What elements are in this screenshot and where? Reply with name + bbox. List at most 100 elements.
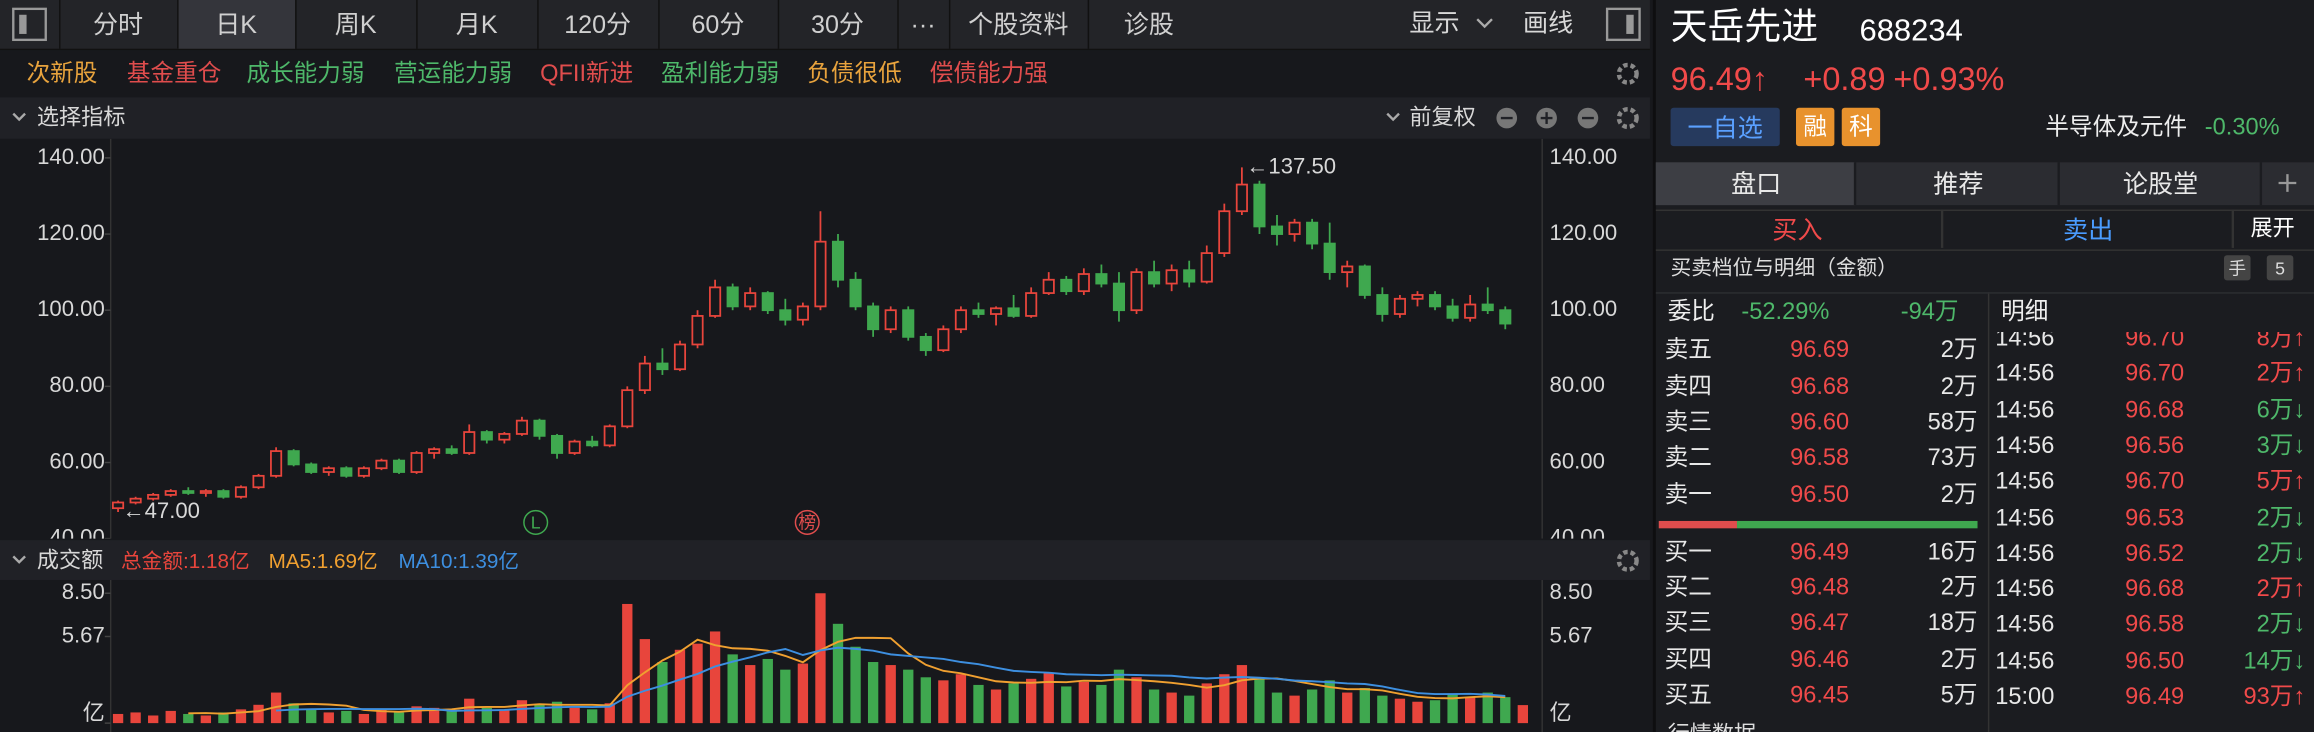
volume-legend: 总金额:1.18亿 — [121, 548, 250, 573]
y-tick-label: 100.00 — [1550, 296, 1618, 321]
volume-bar — [1043, 672, 1054, 724]
volume-bar — [1394, 698, 1406, 724]
candle-body — [533, 419, 546, 437]
candle-body — [1060, 278, 1073, 293]
toolbar-tab[interactable] — [416, 0, 537, 49]
section-title: 买卖档位与明细（金额） — [1670, 255, 1898, 279]
order-level: 卖五 — [1664, 337, 1712, 364]
candle-body — [1025, 292, 1038, 317]
volume-bar — [1500, 697, 1511, 724]
volume-bar — [850, 646, 861, 724]
candle-body — [515, 419, 528, 435]
candle-body — [937, 328, 950, 352]
detail-amount: 2万↓ — [2256, 505, 2306, 531]
volume-bar — [1061, 686, 1072, 724]
volume-bar — [376, 709, 387, 724]
order-price: 96.50 — [1790, 482, 1850, 508]
volume-bar — [657, 662, 668, 724]
y-tick-label: 120.00 — [1550, 220, 1618, 245]
toolbar-tab-label: 60分 — [691, 11, 745, 40]
volume-bar — [1166, 692, 1177, 724]
order-amount: 73万 — [1927, 445, 1978, 471]
toolbar-tab[interactable] — [177, 0, 296, 49]
y-tick-label: 100.00 — [37, 296, 105, 321]
panel-tab[interactable]: 推荐 — [1933, 170, 1984, 199]
y-tick-label: 5.67 — [62, 622, 105, 647]
depth-bar-buy — [1736, 520, 1978, 529]
candle-body — [796, 305, 809, 321]
candle-body — [954, 309, 967, 331]
order-level: 卖三 — [1664, 410, 1712, 436]
toolbar-tab[interactable] — [777, 0, 898, 49]
stock-code: 688234 — [1859, 14, 1963, 48]
toolbar-tab[interactable] — [537, 0, 658, 49]
stock-tag[interactable]: 营运能力弱 — [394, 61, 513, 88]
toolbar-tab[interactable] — [1087, 0, 1210, 49]
toolbar-tab[interactable] — [295, 0, 416, 49]
panel-tab[interactable]: 盘口 — [1731, 170, 1782, 199]
volume-bar — [235, 709, 247, 724]
volume-bar — [551, 701, 563, 724]
stock-tag[interactable]: 偿债能力强 — [929, 61, 1048, 88]
adjust-mode[interactable]: 前复权 — [1409, 105, 1476, 131]
candle-body — [164, 490, 177, 496]
stock-tag[interactable]: 基金重仓 — [126, 61, 222, 88]
detail-price: 96.53 — [2125, 505, 2185, 531]
sell-button[interactable]: 卖出 — [2063, 216, 2114, 245]
stock-name: 天岳先进 — [1670, 6, 1819, 48]
stock-tag[interactable]: 成长能力弱 — [246, 61, 365, 88]
candle-body — [217, 490, 230, 498]
order-price: 96.69 — [1790, 337, 1850, 364]
order-level: 买五 — [1664, 683, 1712, 709]
stock-tag[interactable]: 负债很低 — [807, 61, 902, 88]
detail-price: 96.70 — [2125, 362, 2185, 388]
panel-tab[interactable]: 论股堂 — [2122, 170, 2199, 199]
volume-bar — [920, 677, 931, 724]
volume-bar — [622, 603, 633, 724]
order-price: 96.45 — [1790, 683, 1850, 709]
volume-legend: MA5:1.69亿 — [268, 548, 378, 573]
order-amount: 18万 — [1927, 610, 1978, 637]
volume-bar — [1429, 700, 1441, 724]
candle-body — [199, 490, 212, 494]
detail-price: 96.70 — [2125, 469, 2185, 495]
volume-bar — [446, 710, 457, 724]
toolbar-tab[interactable] — [948, 0, 1088, 49]
detail-amount: 8万↑ — [2256, 332, 2306, 352]
weibi-pct: -52.29% — [1741, 299, 1830, 325]
volume-bar — [709, 631, 721, 724]
price-annotation: ←137.50 — [1246, 153, 1336, 178]
candle-body — [972, 309, 985, 315]
order-price: 96.48 — [1790, 575, 1850, 601]
stock-tag[interactable]: 盈利能力弱 — [661, 61, 780, 88]
stock-tag[interactable]: QFII新进 — [540, 61, 634, 88]
volume-bar — [148, 715, 159, 724]
volume-bar — [1096, 684, 1107, 724]
expand-button[interactable]: 展开 — [2250, 216, 2295, 242]
volume-bar — [411, 706, 422, 724]
event-marker[interactable] — [523, 509, 549, 535]
volume-legend: MA10:1.39亿 — [398, 548, 520, 573]
toolbar-tab[interactable] — [658, 0, 778, 49]
volume-bar — [973, 684, 984, 724]
event-marker[interactable] — [794, 509, 820, 535]
order-amount: 2万 — [1940, 482, 1978, 508]
detail-time: 14:56 — [1995, 541, 2055, 567]
candle-body — [498, 433, 511, 441]
volume-bar — [534, 704, 545, 724]
watchlist-button[interactable] — [1670, 107, 1780, 147]
candle-body — [1183, 269, 1196, 283]
stock-tag[interactable]: 次新股 — [26, 61, 98, 88]
toolbar-display[interactable]: 显示 — [1409, 9, 1460, 38]
toolbar-tab[interactable] — [897, 0, 949, 49]
toolbar-tab[interactable] — [59, 0, 177, 49]
candle-body — [849, 278, 862, 308]
volume-bar — [253, 704, 264, 724]
volume-bar — [341, 710, 352, 724]
volume-bar — [218, 712, 229, 724]
toolbar-draw[interactable]: 画线 — [1522, 9, 1574, 38]
buy-button[interactable]: 买入 — [1772, 216, 1823, 245]
candle-body — [1376, 294, 1389, 315]
volume-bar — [1482, 692, 1493, 724]
